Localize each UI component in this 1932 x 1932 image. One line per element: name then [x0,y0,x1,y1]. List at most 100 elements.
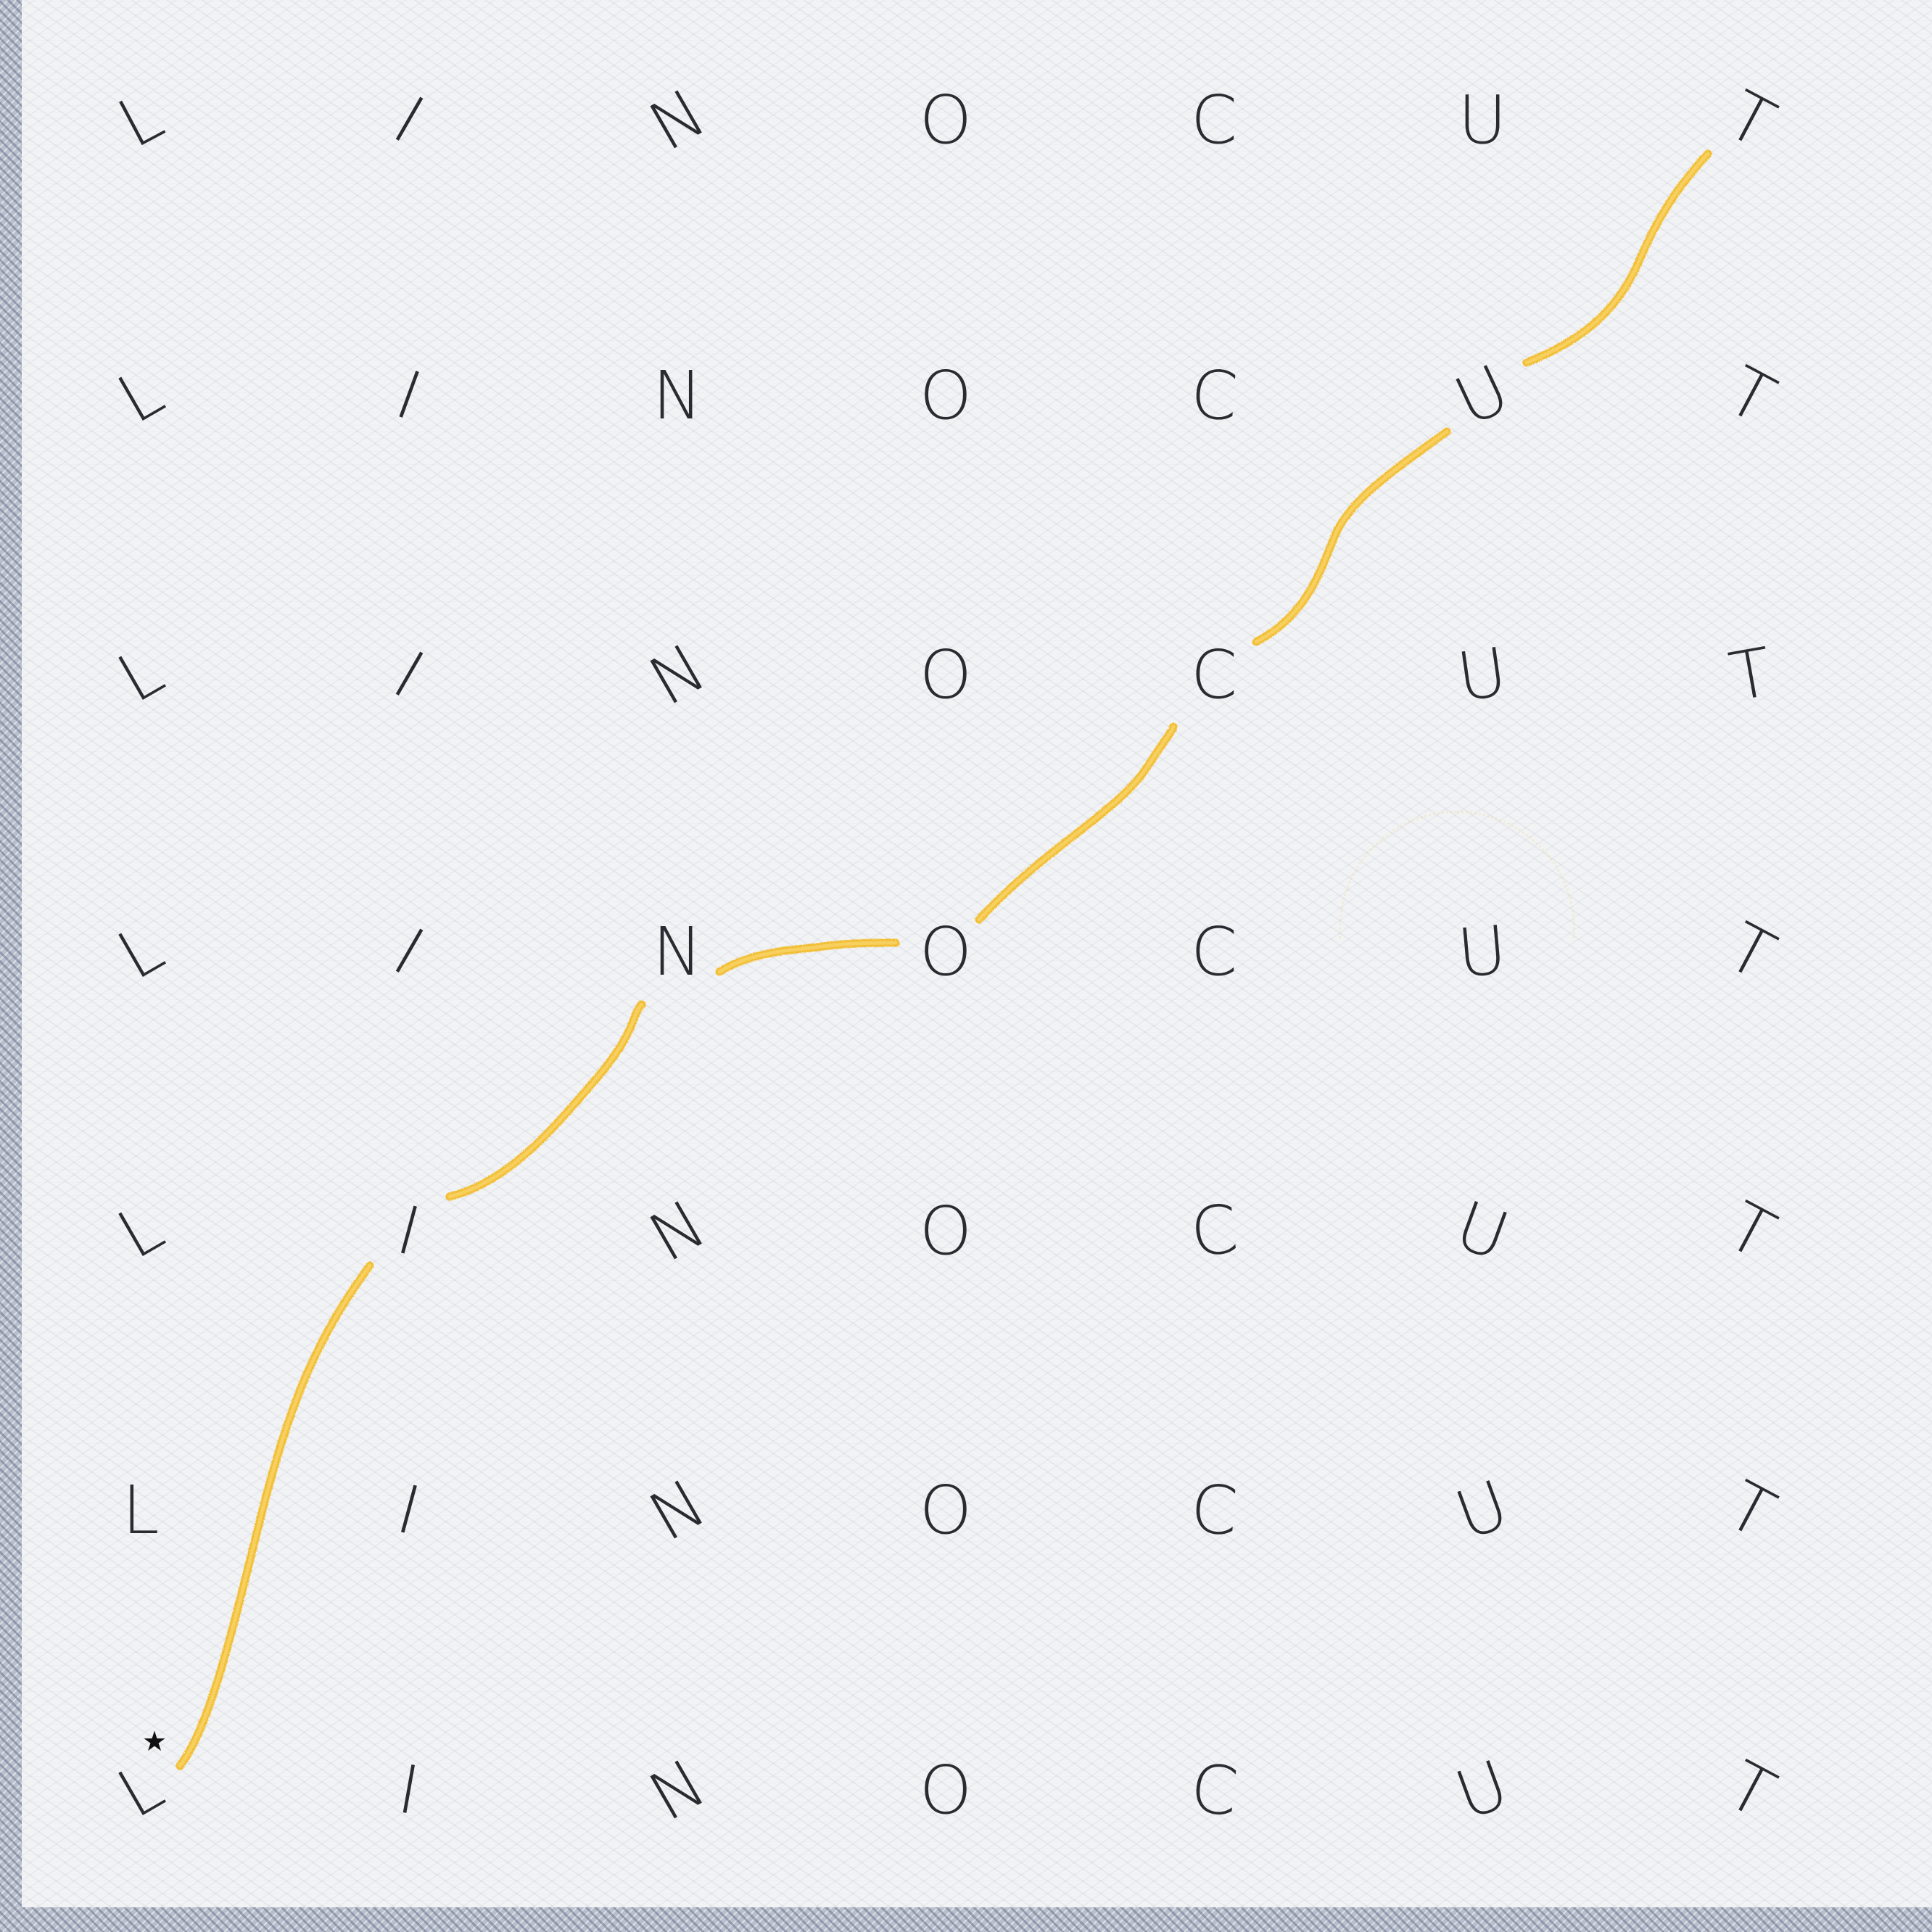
letter-cell[interactable]: N [619,62,735,178]
letter-cell[interactable]: O [888,1173,1004,1289]
letter-cell[interactable]: T [1693,1452,1809,1568]
letter-cell[interactable]: T [1693,616,1809,732]
letter-glyph: U [1446,1465,1519,1555]
letter-cell[interactable]: O [888,1452,1004,1568]
letter-cell[interactable]: T [1693,1732,1809,1848]
letter-glyph: N [652,912,703,991]
letter-glyph: N [636,1184,719,1277]
letter-glyph: L [105,352,176,439]
letter-cell[interactable]: O [888,337,1004,453]
letter-cell[interactable]: C [1156,1732,1272,1848]
letter-glyph: T [1714,907,1787,996]
letter-cell[interactable]: I [351,62,467,178]
letter-glyph: O [919,1192,973,1270]
letter-cell[interactable]: U [1424,62,1540,178]
letter-glyph: L [106,76,176,163]
letter-cell[interactable]: N [619,616,735,732]
letter-cell[interactable]: L [83,1732,199,1848]
letter-cell[interactable]: O [888,62,1004,178]
letter-cell[interactable]: N [619,893,735,1010]
letter-cell[interactable]: L [83,62,199,178]
letter-glyph: T [1714,1186,1787,1275]
letter-cell[interactable]: T [1693,337,1809,453]
letter-glyph: C [1190,912,1238,991]
letter-cell[interactable]: L [83,1452,199,1568]
letter-cell[interactable]: I [351,893,467,1010]
letter-glyph: I [392,1749,426,1830]
letter-cell[interactable]: N [619,1452,735,1568]
letter-glyph: T [1714,351,1787,439]
letter-cell[interactable]: L [83,893,199,1010]
star-icon: ★ [142,1725,168,1757]
letter-glyph: T [1714,1746,1787,1834]
letter-cell[interactable]: U [1424,1732,1540,1848]
letter-cell[interactable]: U [1424,1452,1540,1568]
letter-glyph: I [381,635,437,714]
letter-cell[interactable]: L [83,616,199,732]
letter-glyph: O [919,356,973,434]
letter-glyph: C [1186,1189,1242,1272]
letter-glyph: L [122,1471,160,1549]
letter-glyph: N [636,1743,719,1836]
letter-cell[interactable]: U [1424,1173,1540,1289]
letter-glyph: O [919,1751,973,1829]
letter-cell[interactable]: I [351,1173,467,1289]
letter-cell[interactable]: T [1693,893,1809,1010]
letter-cell[interactable]: C [1156,893,1272,1010]
letter-glyph: C [1188,1469,1240,1551]
letter-cell[interactable]: N [619,1173,735,1289]
letter-glyph: I [389,1190,429,1271]
letter-cell[interactable]: T [1693,62,1809,178]
letter-glyph: I [381,80,437,159]
letter-glyph: L [105,908,176,995]
letter-cell[interactable]: C [1156,1173,1272,1289]
letter-cell[interactable]: C [1156,337,1272,453]
letter-glyph: C [1186,1749,1242,1831]
letter-cell[interactable]: N [619,1732,735,1848]
letter-glyph: U [1454,910,1511,993]
letter-glyph: I [386,355,432,435]
letter-glyph: I [381,912,437,991]
letter-glyph: T [1724,632,1778,717]
letter-cell[interactable]: O [888,616,1004,732]
letter-cell[interactable]: U [1424,893,1540,1010]
left-border-strip [0,0,22,1932]
bottom-border-strip [0,1907,1932,1932]
letter-glyph: T [1714,1466,1787,1554]
letter-cell[interactable]: I [351,1732,467,1848]
letter-glyph: I [389,1469,429,1551]
letter-glyph: L [105,1187,176,1274]
letter-glyph: T [1714,75,1787,164]
letter-glyph: L [105,1746,176,1833]
letter-glyph: O [919,912,973,991]
letter-glyph: C [1190,80,1238,159]
letter-glyph: U [1446,1745,1519,1835]
letter-glyph: N [636,628,719,721]
letter-glyph: L [105,631,176,718]
letter-cell[interactable]: O [888,1732,1004,1848]
letter-glyph: C [1190,635,1238,714]
letter-cell[interactable]: C [1156,62,1272,178]
letter-cell[interactable]: L [83,1173,199,1289]
letter-glyph: O [919,635,973,714]
letter-cell[interactable]: O [888,893,1004,1010]
letter-glyph: O [919,80,973,159]
letter-glyph: C [1188,355,1240,436]
letter-cell[interactable]: I [351,1452,467,1568]
letter-cell[interactable]: I [351,616,467,732]
letter-cell[interactable]: L [83,337,199,453]
letter-cell[interactable]: U [1424,616,1540,732]
letter-cell[interactable]: C [1156,1452,1272,1568]
letter-glyph: U [1443,350,1522,441]
letter-glyph: N [636,1464,719,1556]
letter-glyph: U [1458,80,1507,159]
letter-cell[interactable]: C [1156,616,1272,732]
letter-cell[interactable]: U [1424,337,1540,453]
letter-glyph: U [1453,632,1512,717]
letter-cell[interactable]: I [351,337,467,453]
letter-cell[interactable]: N [619,337,735,453]
letter-cell[interactable]: T [1693,1173,1809,1289]
letter-glyph: N [652,356,703,434]
